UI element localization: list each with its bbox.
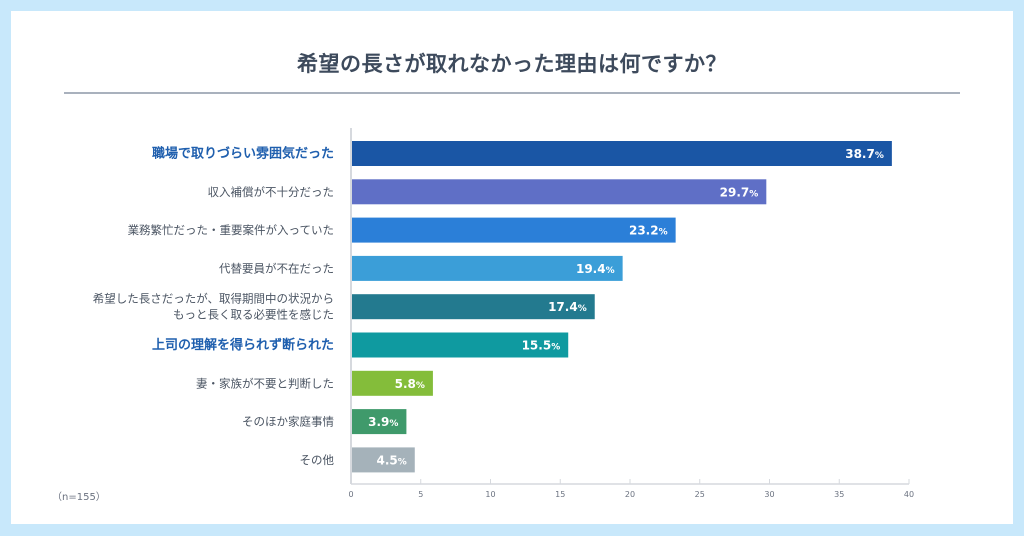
bar-value-number: 19.4 (576, 262, 606, 276)
bar-value-label: 15.5% (522, 339, 561, 353)
bar-value-suffix: % (749, 189, 758, 199)
chart-title: 希望の長さが取れなかった理由は何ですか？ (297, 52, 727, 76)
category-label: その他 (300, 453, 335, 467)
bar-value-label: 23.2% (629, 224, 668, 238)
bar-value-suffix: % (551, 343, 560, 353)
bar-value-number: 17.4 (548, 300, 578, 314)
x-tick-label: 20 (625, 490, 635, 499)
bar (352, 447, 415, 473)
x-tick-label: 5 (418, 490, 423, 499)
x-tick-label: 15 (555, 490, 565, 499)
bar-value-suffix: % (398, 457, 407, 467)
category-label: 業務繁忙だった・重要案件が入っていた (128, 223, 334, 237)
x-tick-label: 10 (485, 490, 495, 499)
x-tick-label: 30 (764, 490, 774, 499)
bar (352, 217, 676, 243)
category-label: 上司の理解を得られず断られた (152, 337, 334, 353)
title-divider (64, 92, 960, 94)
category-label: もっと長く取る必要性を感じた (173, 308, 334, 322)
bar-value-suffix: % (416, 381, 425, 391)
category-label: 収入補償が不十分だった (208, 185, 335, 199)
bar (352, 255, 623, 281)
bar (352, 409, 407, 435)
bar-value-label: 29.7% (720, 185, 759, 199)
bar-value-label: 38.7% (845, 147, 884, 161)
bar-value-number: 4.5 (376, 453, 397, 467)
bar-value-label: 3.9% (368, 415, 398, 429)
category-label: 希望した長さだったが、取得期間中の状況から (93, 292, 334, 306)
x-tick-label: 0 (348, 490, 353, 499)
category-label: 妻・家族が不要と判断した (196, 376, 334, 390)
bar-value-label: 19.4% (576, 262, 615, 276)
bar-value-suffix: % (578, 304, 587, 314)
bar-value-suffix: % (606, 266, 615, 276)
bar-value-number: 5.8 (395, 377, 416, 391)
bar (352, 179, 767, 205)
bar-value-number: 23.2 (629, 224, 659, 238)
category-label: 職場で取りづらい雰囲気だった (152, 146, 334, 162)
bar-value-suffix: % (875, 151, 884, 161)
bar-value-number: 38.7 (845, 147, 875, 161)
bar-value-number: 15.5 (522, 339, 552, 353)
bar (352, 141, 892, 166)
x-tick-label: 40 (904, 490, 914, 499)
bar-value-label: 5.8% (395, 377, 425, 391)
bar (352, 332, 569, 358)
bar-value-number: 29.7 (720, 185, 750, 199)
bar (352, 294, 595, 320)
bar-value-suffix: % (389, 419, 398, 429)
x-tick-label: 35 (834, 490, 844, 499)
bar-value-suffix: % (659, 228, 668, 238)
category-label: 代替要員が不在だった (219, 261, 334, 275)
x-tick-label: 25 (695, 490, 705, 499)
sample-size-note: （n=155） (52, 492, 106, 503)
bar-value-number: 3.9 (368, 415, 389, 429)
bar-value-label: 4.5% (376, 453, 406, 467)
bar (352, 370, 433, 396)
category-label: そのほか家庭事情 (242, 415, 334, 429)
bar-value-label: 17.4% (548, 300, 587, 314)
